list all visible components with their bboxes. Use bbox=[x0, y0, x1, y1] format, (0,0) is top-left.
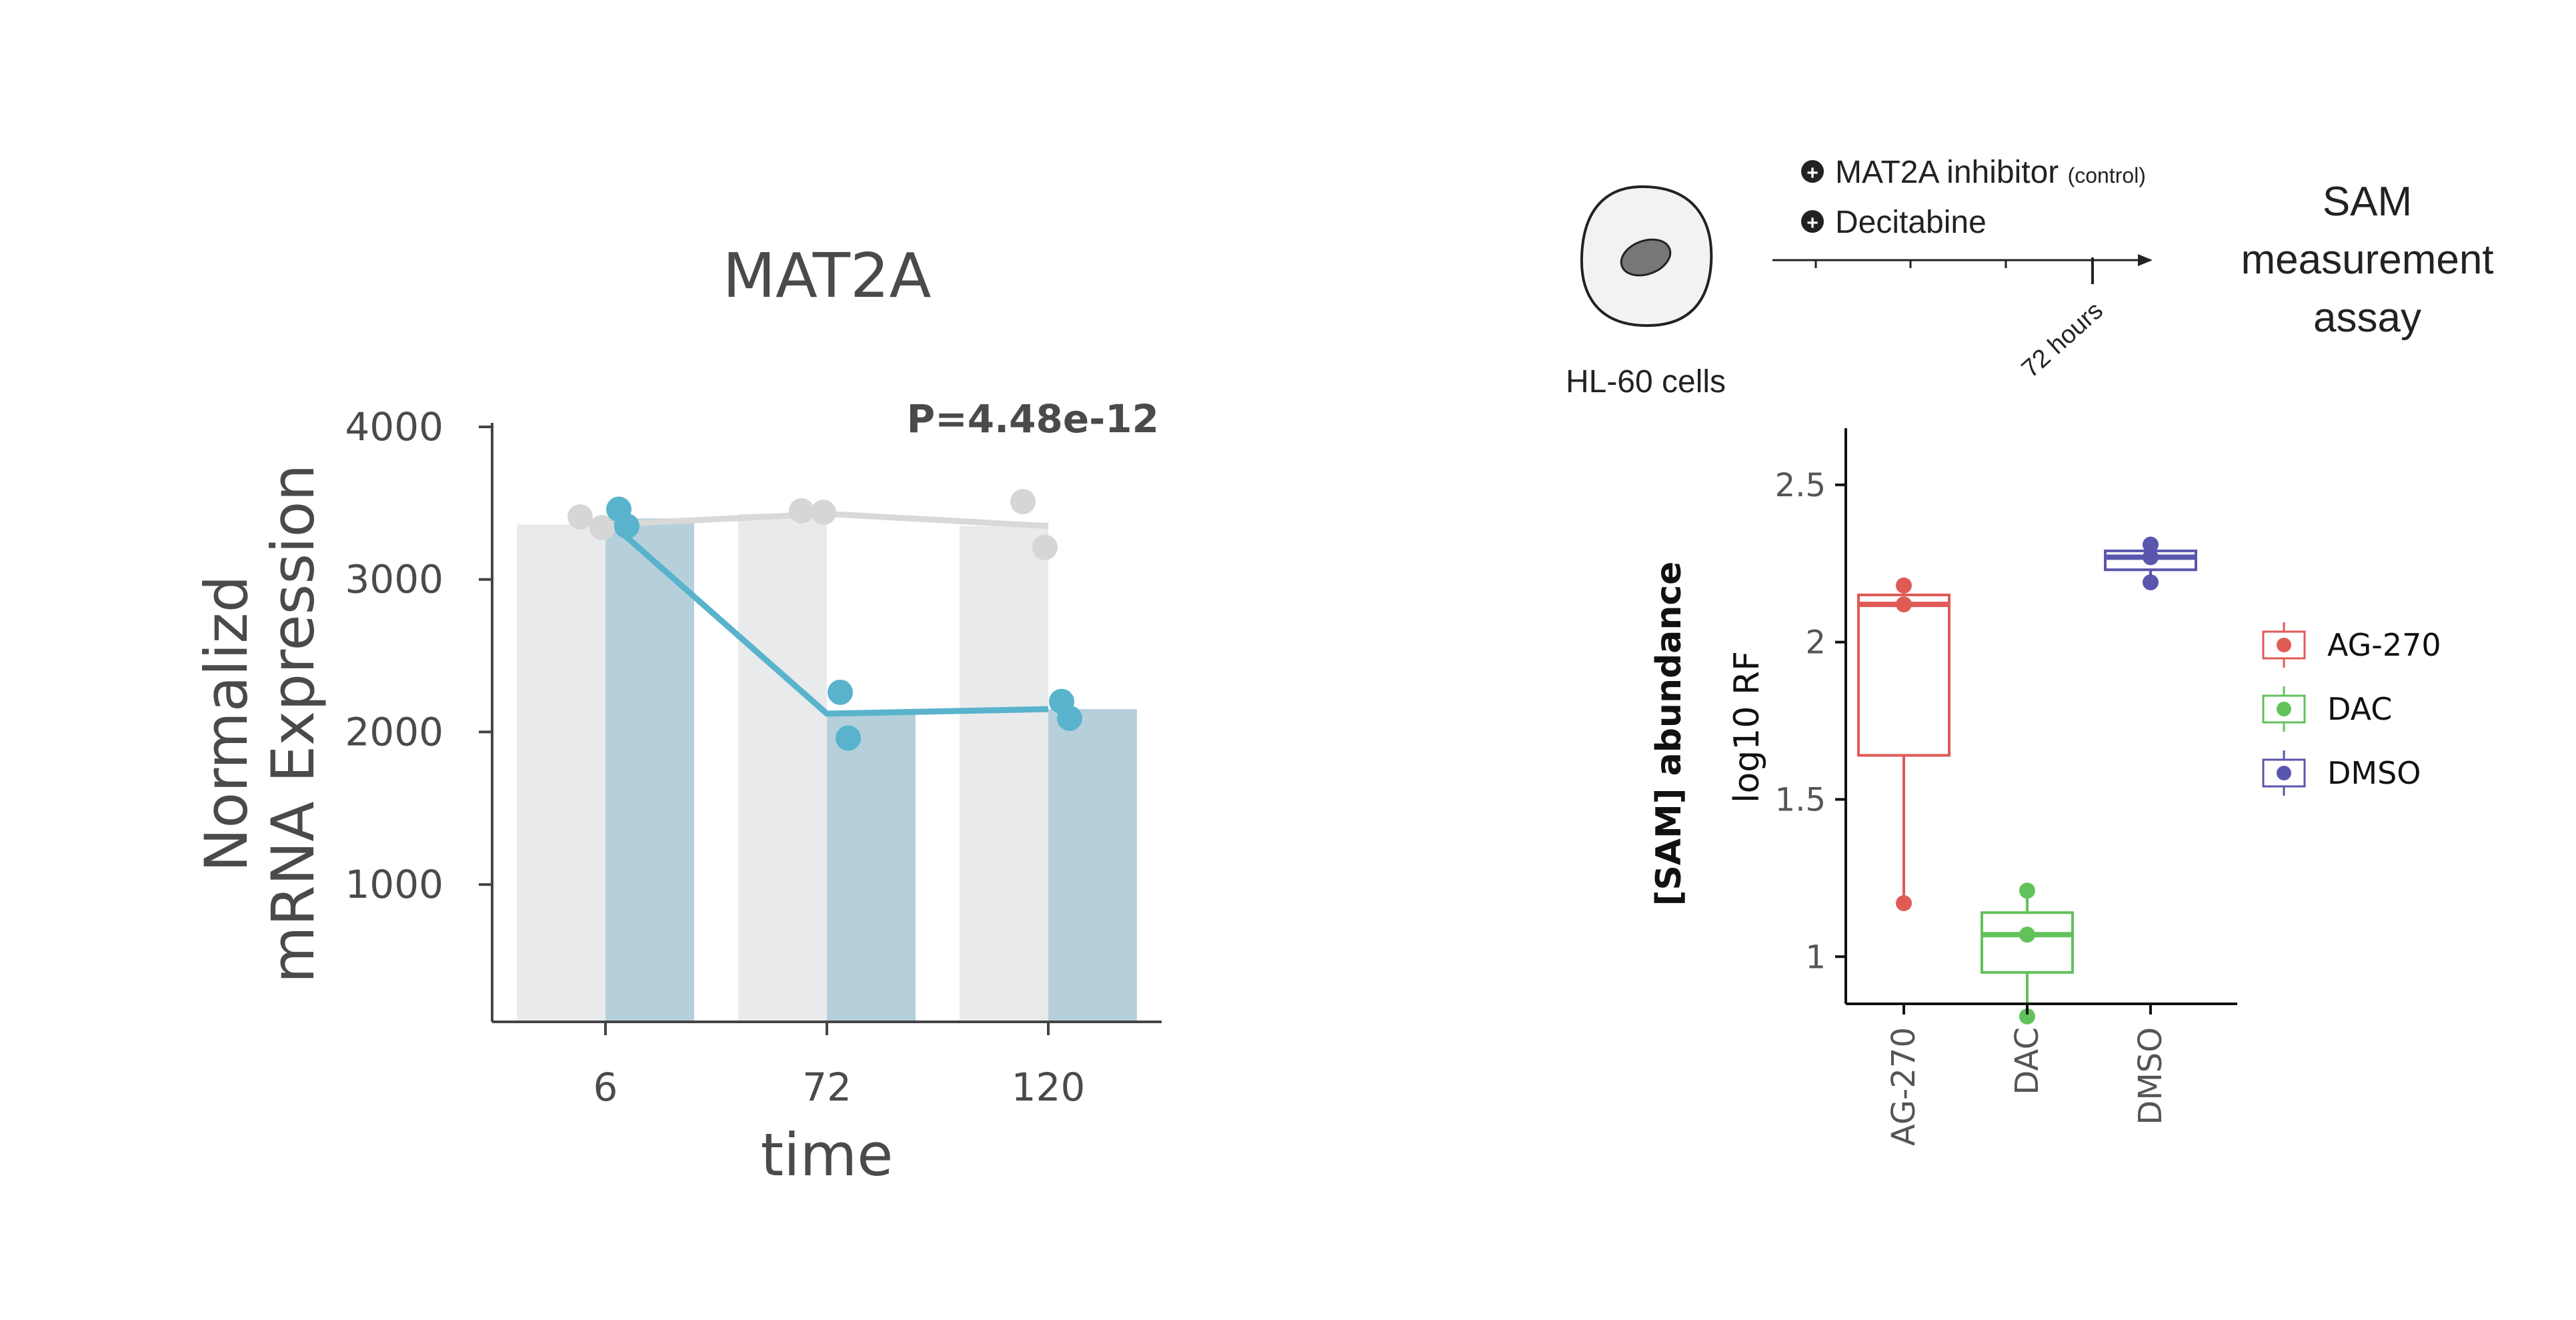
timeline-arrow bbox=[1772, 254, 2153, 284]
treatment-item-1: + MAT2A inhibitor (control) bbox=[1801, 155, 2146, 190]
legend-point bbox=[2277, 638, 2291, 652]
bar bbox=[1048, 709, 1137, 1022]
legend-item-dmso: DMSO bbox=[2262, 750, 2421, 796]
data-point bbox=[1896, 577, 1912, 594]
y-tick-label: 1.5 bbox=[1775, 781, 1826, 818]
plus-icon bbox=[1801, 160, 1824, 183]
legend-label: DAC bbox=[2327, 691, 2392, 727]
x-axis-label: time bbox=[761, 1121, 894, 1189]
data-point bbox=[2143, 536, 2159, 553]
series-line bbox=[603, 516, 1049, 717]
data-point bbox=[567, 504, 593, 530]
svg-text:+: + bbox=[1806, 162, 1818, 184]
y-ticks: 1 1.5 2 2.5 bbox=[1775, 467, 1846, 976]
data-point bbox=[1896, 895, 1912, 912]
time-label: 72 hours bbox=[2017, 297, 2109, 384]
assay-label: SAM measurement assay bbox=[2241, 179, 2493, 341]
data-point bbox=[1032, 534, 1058, 560]
y-tick-label: 3000 bbox=[345, 557, 443, 602]
y-tick-label: 4000 bbox=[345, 404, 443, 450]
data-point bbox=[2019, 882, 2035, 899]
plus-icon bbox=[1801, 210, 1824, 233]
p-value-annotation: P=4.48e-12 bbox=[907, 396, 1159, 442]
legend-label: DMSO bbox=[2327, 755, 2421, 791]
chart-title: MAT2A bbox=[723, 240, 932, 311]
sam-boxplot: 1 1.5 2 2.5 AG-270 DAC DMSO [SAM] abundance l… bbox=[1649, 428, 2441, 1146]
svg-text:SAM: SAM bbox=[2323, 179, 2412, 225]
treatment-label: MAT2A inhibitor (control) bbox=[1835, 155, 2146, 190]
data-point bbox=[2143, 574, 2159, 591]
x-tick-label: AG-270 bbox=[1885, 1027, 1922, 1146]
data-point bbox=[2019, 1008, 2035, 1025]
replicate-points bbox=[567, 489, 1082, 751]
legend-label: AG-270 bbox=[2327, 627, 2441, 663]
x-tick-label: DMSO bbox=[2132, 1027, 2169, 1125]
y-axis-label: log10 RF bbox=[1727, 651, 1767, 803]
y-tick-label: 2.5 bbox=[1775, 467, 1826, 504]
treatment-label: Decitabine bbox=[1835, 205, 1987, 240]
nucleus-icon bbox=[1620, 238, 1672, 277]
y-tick-label: 2000 bbox=[345, 709, 443, 754]
data-point bbox=[2143, 549, 2159, 566]
legend-item-dac: DAC bbox=[2262, 686, 2392, 732]
x-tick-label: 6 bbox=[593, 1065, 618, 1110]
data-point bbox=[811, 500, 836, 526]
legend: AG-270 DAC DMSO bbox=[2262, 622, 2441, 796]
cell-label: HL-60 cells bbox=[1566, 364, 1726, 400]
data-point bbox=[836, 725, 861, 751]
svg-text:assay: assay bbox=[2313, 295, 2421, 341]
mat2a-chart: MAT2A P=4.48e-12 1000 2000 3000 4000 6 72 120… bbox=[192, 240, 1162, 1189]
y-tick-label: 1000 bbox=[345, 862, 443, 907]
box-body bbox=[1857, 593, 1951, 757]
bar bbox=[960, 526, 1048, 1022]
data-point bbox=[828, 679, 853, 705]
legend-point bbox=[2277, 702, 2291, 716]
y-axis-label: Normalizd mRNA Expression bbox=[192, 464, 327, 984]
y-tick-label: 2 bbox=[1805, 624, 1826, 662]
data-point bbox=[589, 514, 615, 540]
bar bbox=[605, 518, 694, 1022]
box-group bbox=[1857, 536, 2197, 1025]
box-dmso bbox=[2104, 536, 2197, 591]
x-tick-label: 72 bbox=[802, 1065, 852, 1110]
y-axis-label-bold: [SAM] abundance bbox=[1649, 562, 1689, 906]
legend-point bbox=[2277, 766, 2291, 780]
y-axis-label-line-1: Normalizd bbox=[192, 576, 261, 872]
bar bbox=[738, 514, 827, 1022]
box-ag-270 bbox=[1857, 577, 1951, 912]
experiment-diagram: HL-60 cells + MAT2A inhibitor (control) … bbox=[1566, 155, 2494, 400]
data-point bbox=[1896, 596, 1912, 613]
legend-item-ag-270: AG-270 bbox=[2262, 622, 2441, 668]
treatment-item-2: + Decitabine bbox=[1801, 205, 1987, 240]
data-point bbox=[1010, 489, 1036, 515]
y-tick-label: 1 bbox=[1805, 938, 1826, 976]
bar bbox=[517, 524, 605, 1022]
y-ticks: 1000 2000 3000 4000 bbox=[345, 404, 492, 907]
svg-text:+: + bbox=[1806, 212, 1818, 234]
svg-text:measurement: measurement bbox=[2241, 237, 2493, 283]
data-point bbox=[2019, 926, 2035, 943]
x-ticks: 6 72 120 bbox=[593, 1022, 1086, 1110]
data-point bbox=[1057, 705, 1082, 731]
bar-group bbox=[517, 514, 1137, 1022]
x-ticks: AG-270 DAC DMSO bbox=[1885, 1004, 2169, 1146]
data-point bbox=[789, 498, 814, 524]
x-tick-label: 120 bbox=[1012, 1065, 1086, 1110]
bar bbox=[827, 713, 916, 1022]
y-axis-label-line-2: mRNA Expression bbox=[259, 464, 327, 984]
data-point bbox=[614, 513, 639, 539]
x-tick-label: DAC bbox=[2009, 1027, 2046, 1095]
box-dac bbox=[1981, 882, 2074, 1025]
